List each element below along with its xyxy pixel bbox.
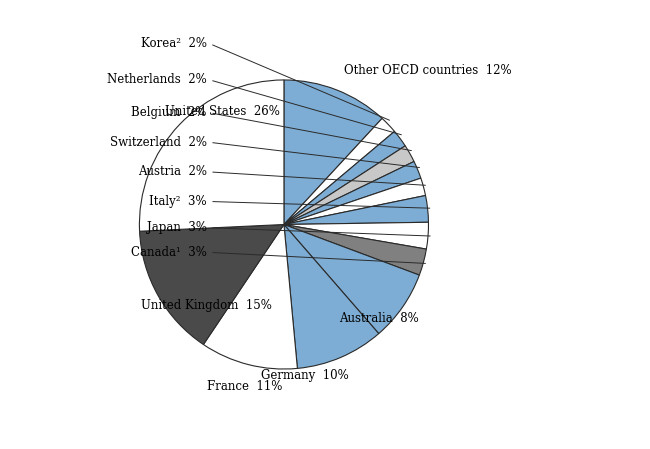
Wedge shape	[284, 224, 419, 334]
Wedge shape	[284, 132, 405, 224]
Text: Italy²  3%: Italy² 3%	[149, 195, 207, 208]
Wedge shape	[284, 162, 421, 224]
Text: Canada¹  3%: Canada¹ 3%	[131, 246, 207, 259]
Wedge shape	[284, 224, 379, 368]
Wedge shape	[284, 80, 382, 224]
Wedge shape	[139, 80, 284, 231]
Wedge shape	[284, 178, 426, 224]
Text: Australia  8%: Australia 8%	[339, 312, 419, 325]
Text: Switzerland  2%: Switzerland 2%	[110, 136, 207, 149]
Text: United States  26%: United States 26%	[165, 105, 280, 118]
Text: United Kingdom  15%: United Kingdom 15%	[141, 299, 272, 312]
Wedge shape	[203, 224, 298, 369]
Text: France  11%: France 11%	[207, 380, 282, 393]
Wedge shape	[140, 224, 284, 344]
Text: Netherlands  2%: Netherlands 2%	[107, 74, 207, 87]
Wedge shape	[284, 222, 428, 249]
Wedge shape	[284, 146, 414, 224]
Text: Korea²  2%: Korea² 2%	[141, 37, 207, 50]
Wedge shape	[284, 119, 395, 224]
Wedge shape	[284, 224, 426, 275]
Text: Other OECD countries  12%: Other OECD countries 12%	[344, 64, 512, 76]
Text: Japan  3%: Japan 3%	[147, 221, 207, 234]
Text: Belgium  2%: Belgium 2%	[131, 106, 207, 119]
Wedge shape	[284, 195, 428, 224]
Text: Germany  10%: Germany 10%	[261, 369, 348, 382]
Text: Austria  2%: Austria 2%	[138, 165, 207, 178]
